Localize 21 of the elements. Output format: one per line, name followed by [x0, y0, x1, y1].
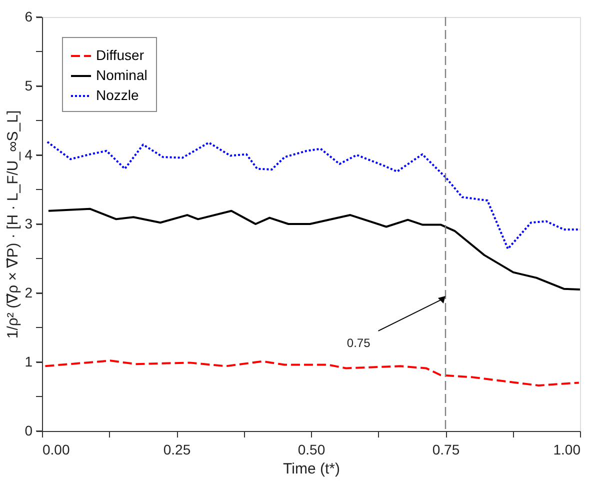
line-series: [46, 140, 581, 250]
annotation: 0.75: [346, 336, 371, 350]
y-tick-label: 5: [24, 78, 33, 94]
y-tick-label: 1: [24, 354, 33, 370]
legend-label: Diffuser: [96, 47, 144, 63]
legend-label: Nozzle: [96, 87, 140, 103]
x-axis-title: Time (t*): [283, 460, 340, 478]
x-tick-label: 0.00: [42, 442, 70, 458]
y-tick-label: 3: [24, 216, 33, 232]
x-tick-label: 0.50: [298, 442, 326, 458]
y-tick-label: 2: [24, 284, 33, 300]
line-series: [47, 208, 581, 291]
y-axis-title: 1/ρ² (∇⃗ρ × ∇⃗P) · [H · L_F/U_∞S_L]: [4, 110, 22, 339]
x-tick-label: 0.25: [163, 442, 191, 458]
y-tick-label: 0: [24, 422, 33, 438]
legend-label: Nominal: [96, 67, 148, 83]
y-tick-label: 4: [24, 146, 33, 162]
x-tick-label: 1.00: [553, 442, 581, 458]
x-tick-label: 0.75: [432, 442, 460, 458]
line-series: [44, 360, 580, 386]
y-tick-label: 6: [24, 8, 33, 24]
